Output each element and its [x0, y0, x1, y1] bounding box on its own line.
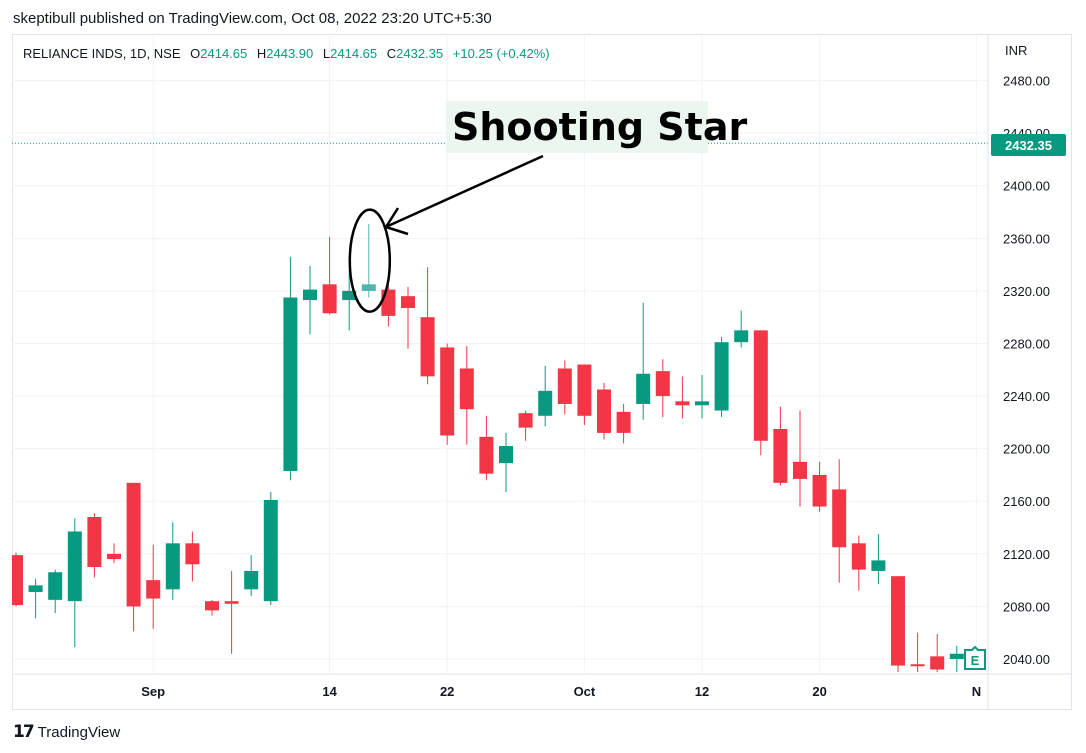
candle-body	[714, 342, 729, 411]
x-tick-label: 20	[812, 684, 826, 699]
candle-body	[440, 347, 455, 436]
candle-group	[12, 223, 964, 673]
candle-body	[322, 284, 337, 314]
legend-low-value: 2414.65	[330, 46, 378, 61]
candle-body	[499, 446, 513, 464]
ohlc-legend: RELIANCE INDS, 1D, NSE O2414.65 H2443.90…	[23, 46, 550, 61]
candle-body	[361, 284, 376, 291]
candle-body	[263, 499, 278, 602]
y-tick-label: 2480.00	[1003, 74, 1050, 89]
y-tick-label: 2400.00	[1003, 179, 1050, 194]
event-badge-text: E	[971, 653, 980, 668]
currency-label: INR	[1005, 43, 1028, 58]
shooting-star-annotation: Shooting Star	[452, 105, 748, 149]
legend-symbol: RELIANCE INDS, 1D, NSE	[23, 46, 181, 61]
candle-body	[636, 373, 651, 404]
y-tick-label: 2360.00	[1003, 231, 1050, 246]
candle-body	[48, 572, 63, 600]
candle-body	[773, 428, 788, 483]
candle-body	[793, 461, 807, 479]
candle-body	[891, 576, 905, 666]
candle-body	[28, 585, 43, 592]
x-tick-label: Oct	[574, 684, 596, 699]
earnings-event-icon[interactable]: E	[963, 645, 987, 670]
y-tick-label: 2320.00	[1003, 284, 1050, 299]
x-tick-label: 14	[322, 684, 337, 699]
y-tick-label: 2040.00	[1003, 652, 1050, 667]
x-tick-label: Sep	[141, 684, 165, 699]
candle-body	[734, 330, 749, 343]
candle-body	[146, 580, 161, 599]
y-tick-label: 2200.00	[1003, 442, 1050, 457]
candle-body	[557, 368, 572, 404]
legend-high-label: H	[256, 46, 267, 61]
candle-body	[342, 290, 357, 301]
publisher-line: skeptibull published on TradingView.com,…	[13, 10, 492, 27]
candle-body	[577, 364, 592, 416]
candle-body	[12, 555, 23, 606]
candle-body	[851, 543, 866, 570]
x-tick-label: 22	[440, 684, 454, 699]
x-tick-label: 12	[695, 684, 709, 699]
candle-body	[753, 330, 768, 441]
legend-open-label: O	[190, 46, 201, 61]
y-tick-label: 2160.00	[1003, 494, 1050, 509]
candle-body	[107, 553, 121, 560]
candle-body	[655, 371, 670, 397]
axes: 2040.00 2080.00 2120.00 2160.00 2200.00 2240.…	[12, 35, 1072, 709]
y-tick-label: 2280.00	[1003, 336, 1050, 351]
candle-body	[126, 482, 141, 607]
legend-close-label: C	[386, 46, 397, 61]
candle-body	[244, 570, 259, 590]
candle-body	[420, 317, 435, 377]
tradingview-logo-icon: 𝟭𝟳	[13, 722, 35, 741]
highlight-ellipse	[348, 208, 392, 313]
last-price-tag: 2432.35	[991, 134, 1066, 156]
candle-body	[949, 653, 964, 659]
candle-body	[67, 531, 82, 602]
y-tick-label: 2240.00	[1003, 389, 1050, 404]
candle-body	[205, 601, 219, 611]
legend-open-value: 2414.65	[200, 46, 248, 61]
candle-body	[283, 297, 298, 472]
candle-body	[812, 474, 827, 507]
candle-body	[871, 560, 886, 571]
candle-body	[597, 389, 611, 433]
candle-body	[303, 289, 317, 301]
y-tick-label: 2120.00	[1003, 547, 1050, 562]
arrow-head	[384, 207, 409, 236]
annotation-marks	[348, 154, 544, 313]
candle-body	[832, 489, 847, 548]
candle-body	[675, 401, 690, 406]
candle-body	[459, 368, 474, 410]
candle-body	[401, 296, 415, 309]
candle-body	[616, 411, 631, 433]
chart-frame	[12, 34, 1072, 710]
candle-body	[518, 413, 533, 428]
legend-close-value: 2432.35	[396, 46, 444, 61]
footer-brand[interactable]: 𝟭𝟳 TradingView	[13, 722, 120, 742]
legend-high-value: 2443.90	[266, 46, 314, 61]
legend-low-label: L	[322, 46, 331, 61]
candle-body	[87, 517, 102, 567]
annotation-background	[446, 101, 708, 153]
y-tick-label: 2080.00	[1003, 599, 1050, 614]
candle-body	[695, 401, 709, 406]
candle-body	[165, 543, 180, 590]
candle-body	[224, 601, 239, 604]
candle-body	[479, 436, 494, 474]
candle-body	[185, 543, 200, 565]
candles	[12, 223, 964, 673]
legend-change: +10.25 (+0.42%)	[452, 46, 550, 61]
candle-body	[930, 656, 945, 670]
arrow-shaft	[387, 154, 544, 228]
footer-brand-text: TradingView	[37, 723, 121, 741]
candle-body	[381, 289, 396, 316]
candle-body	[538, 390, 553, 416]
candle-body	[910, 664, 925, 667]
x-tick-label: N	[972, 684, 981, 699]
